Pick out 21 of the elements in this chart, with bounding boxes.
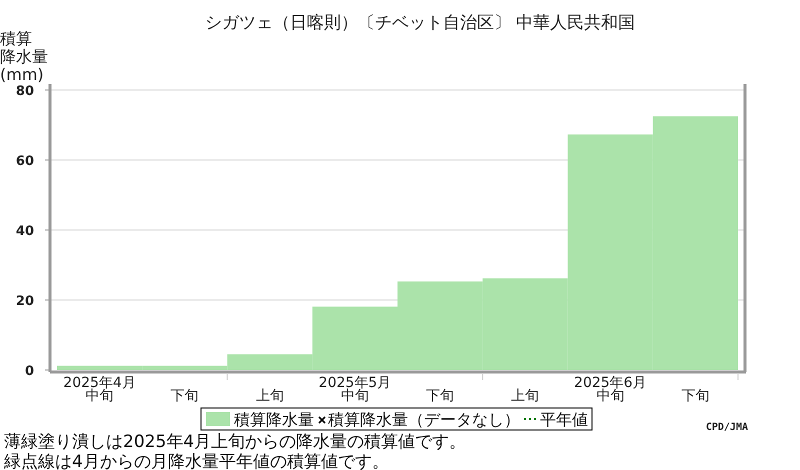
- x-tick-label: 下旬: [426, 388, 454, 404]
- y-tick-label: 0: [24, 364, 34, 379]
- chart-title: シガツェ（日喀則）〔チベット自治区〕 中華人民共和国: [204, 13, 636, 33]
- x-tick-label: 中旬: [86, 388, 114, 404]
- text: CPD/JMA: [706, 422, 748, 433]
- legend-label: 積算降水量（データなし）: [328, 410, 520, 429]
- y-tick-label: 40: [16, 224, 34, 239]
- x-tick-label: 下旬: [681, 388, 710, 404]
- x-tick-label: 下旬: [170, 388, 199, 404]
- legend-label: 積算降水量: [234, 410, 314, 429]
- x-tick-label: 上旬: [511, 388, 540, 404]
- text: 薄緑塗り潰しは2025年4月上旬からの降水量の積算値です。: [4, 432, 466, 452]
- x-tick-label: 中旬: [596, 388, 624, 404]
- y-axis-title: 積算降水量(mm): [0, 29, 48, 84]
- legend-label: 平年値: [540, 410, 588, 429]
- y-tick-label: 20: [16, 294, 34, 309]
- y-tick-label: 80: [16, 84, 34, 99]
- y-tick-label: 60: [16, 154, 34, 169]
- text: 緑点線は4月からの月降水量平年値の積算値です。: [3, 452, 389, 470]
- x-tick-label: 中旬: [340, 388, 369, 404]
- x-tick-label: 上旬: [256, 388, 284, 404]
